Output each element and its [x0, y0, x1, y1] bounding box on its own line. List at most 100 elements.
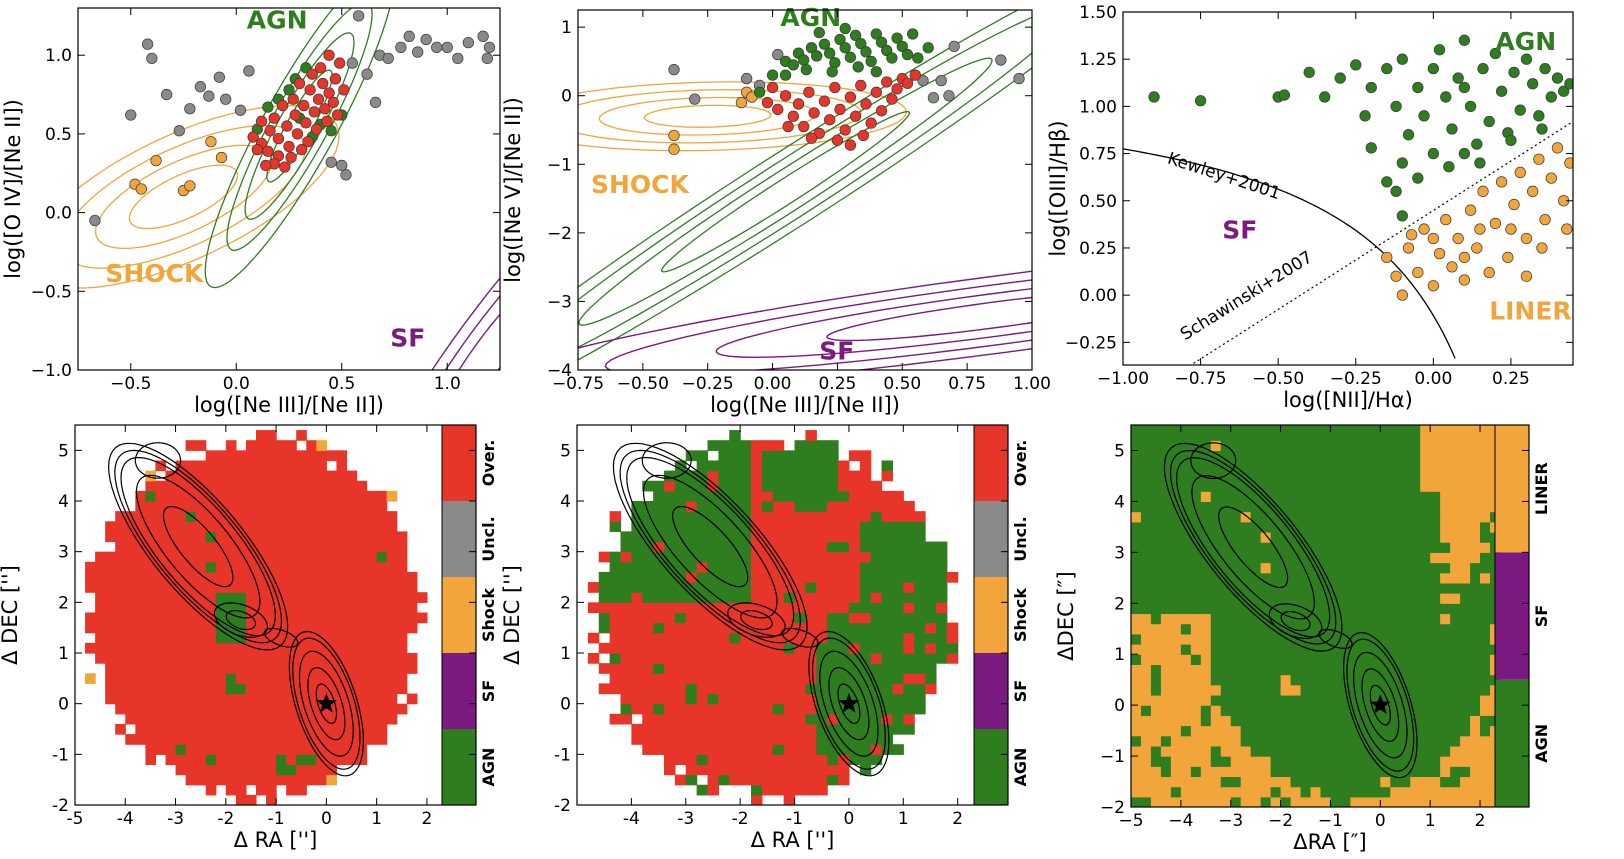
spaxel-overlap — [805, 734, 817, 745]
colorbar-label: Uncl. — [479, 516, 498, 561]
spaxel-overlap — [794, 663, 807, 674]
spaxel-overlap — [225, 440, 237, 451]
spaxel-agn — [1320, 440, 1332, 452]
spaxel-overlap — [286, 744, 297, 755]
spaxel-overlap — [761, 592, 774, 603]
spaxel-overlap — [185, 703, 197, 715]
spaxel-overlap — [245, 450, 257, 462]
spaxel-liner — [1260, 756, 1272, 767]
spaxel-agn — [772, 480, 785, 492]
spaxel-overlap — [286, 754, 297, 766]
plot-frame — [77, 7, 501, 371]
point-agn — [896, 40, 908, 52]
spaxel-agn — [892, 551, 904, 563]
spaxel-overlap — [185, 673, 197, 684]
spaxel-agn — [870, 561, 883, 573]
spaxel-agn — [848, 663, 861, 674]
spaxel-overlap — [783, 561, 796, 573]
spaxel-overlap — [326, 723, 338, 735]
spaxel-overlap — [587, 632, 600, 644]
point-unclassified — [160, 88, 173, 101]
spaxel-agn — [653, 582, 665, 593]
point-shock — [150, 155, 162, 167]
spaxel-overlap — [105, 531, 116, 543]
spaxel-agn — [1380, 623, 1391, 635]
spaxel-liner — [1160, 796, 1172, 807]
contour-group — [204, 8, 391, 289]
spaxel-agn — [1180, 501, 1192, 513]
spaxel-agn — [816, 470, 828, 482]
spaxel-agn — [1420, 613, 1431, 625]
spaxel-agn — [740, 551, 752, 563]
spaxel-agn — [1450, 766, 1461, 778]
spaxel-agn — [664, 551, 676, 563]
spaxel-agn — [1150, 470, 1162, 482]
spaxel-agn — [1440, 562, 1451, 574]
spaxel-overlap — [326, 571, 338, 583]
spaxel-overlap — [195, 561, 207, 573]
point-agn — [1508, 66, 1520, 79]
spaxel-agn — [1410, 766, 1421, 778]
spaxel-overlap — [135, 622, 146, 634]
spaxel-overlap — [664, 632, 676, 644]
spaxel-liner — [1160, 633, 1172, 645]
spaxel-agn — [1260, 603, 1272, 615]
spaxel-agn — [827, 693, 839, 705]
spaxel-overlap — [609, 673, 622, 684]
spaxel-liner — [1470, 450, 1481, 462]
spaxel-agn — [729, 450, 741, 462]
spaxel-liner — [1170, 654, 1182, 665]
point-agn — [779, 69, 792, 81]
spaxel-agn — [707, 592, 719, 603]
spaxel-liner — [1470, 470, 1481, 482]
spaxel-overlap — [105, 653, 116, 664]
spaxel-liner — [1170, 756, 1182, 767]
spaxel-liner — [1480, 694, 1491, 706]
point-agn — [798, 54, 810, 66]
spaxel-agn — [1470, 572, 1481, 584]
spaxel-liner — [1430, 470, 1441, 482]
spaxel-overlap — [255, 521, 267, 532]
spaxel-overlap — [245, 774, 257, 786]
density-contour — [226, 8, 373, 251]
spaxel-agn — [1470, 654, 1481, 665]
spaxel-overlap — [165, 622, 177, 634]
spaxel-overlap — [205, 450, 217, 462]
spaxel-overlap — [215, 764, 227, 776]
spaxel-overlap — [761, 764, 774, 776]
spaxel-agn — [642, 592, 654, 603]
spaxel-liner — [1450, 511, 1461, 523]
spaxel-liner — [1170, 684, 1182, 696]
spaxel-agn — [1330, 460, 1342, 472]
spaxel-agn — [685, 582, 698, 593]
spaxel-agn — [1150, 582, 1162, 594]
spaxel-overlap — [346, 744, 358, 755]
spaxel-agn — [1430, 593, 1441, 604]
spaxel-agn — [1360, 593, 1371, 604]
spaxel-overlap — [235, 460, 247, 472]
point-agn — [1474, 157, 1486, 169]
point-overlap — [818, 95, 831, 107]
spaxel-overlap — [805, 744, 817, 755]
spaxel-agn — [1250, 582, 1262, 594]
spaxel-agn — [1230, 664, 1242, 676]
spaxel-agn — [1330, 654, 1342, 665]
spaxel-agn — [631, 521, 643, 532]
spaxel-overlap — [276, 774, 287, 786]
spaxel-overlap — [316, 602, 327, 614]
spaxel-liner — [1480, 786, 1491, 798]
spaxel-agn — [935, 622, 948, 634]
spaxel-overlap — [336, 602, 348, 614]
spaxel-agn — [1290, 542, 1302, 553]
spaxel-agn — [903, 592, 915, 603]
spaxel-liner — [1131, 623, 1142, 635]
spaxel-overlap — [761, 571, 774, 583]
map-cells — [1131, 425, 1501, 807]
spaxel-agn — [816, 440, 828, 451]
spaxel-overlap — [245, 632, 257, 644]
spaxel-overlap — [685, 754, 698, 766]
density-contour — [715, 288, 1032, 359]
spaxel-agn — [881, 653, 894, 664]
spaxel-liner — [1200, 786, 1212, 798]
spaxel-agn — [1260, 572, 1272, 584]
